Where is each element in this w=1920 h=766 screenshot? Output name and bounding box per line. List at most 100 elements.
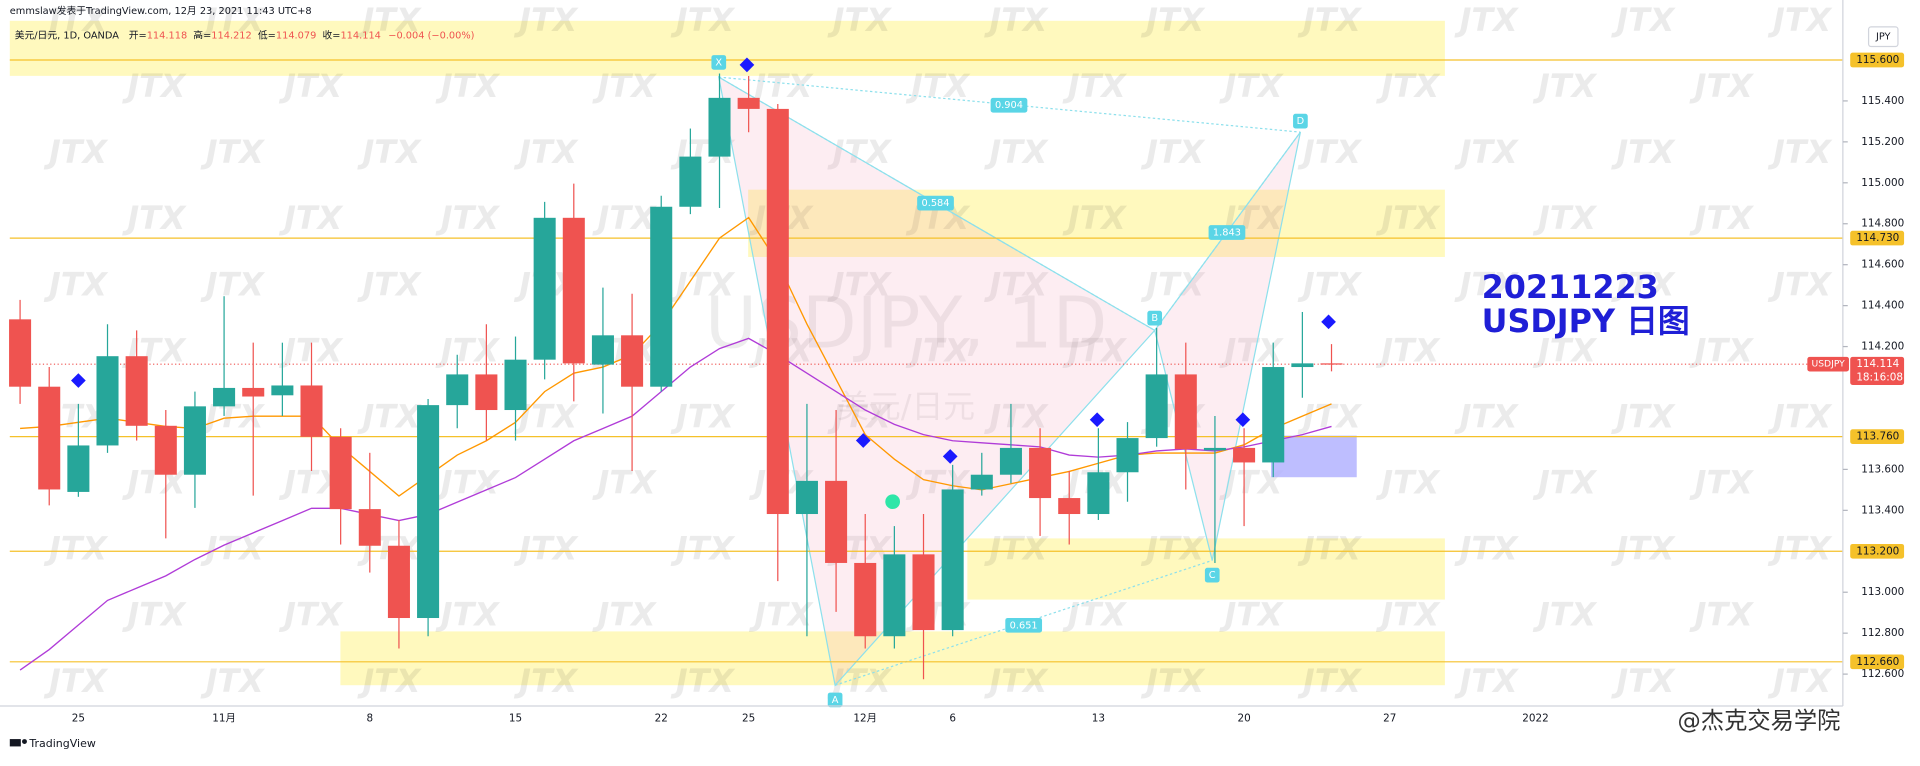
ohlc-key: 高= (193, 28, 211, 41)
watermark-logo: JTX (435, 67, 501, 105)
y-tick-label: 113.400 (1861, 504, 1904, 516)
author-watermark: @杰克交易学院 (1678, 707, 1841, 734)
ratio-box (990, 97, 1028, 113)
watermark-logo: JTX (356, 662, 422, 700)
candle-body (387, 545, 410, 619)
watermark-logo: JTX (200, 265, 266, 303)
currency[interactable]: JPY (1875, 32, 1891, 43)
candle-body (1116, 438, 1139, 473)
candle-body (941, 489, 964, 631)
watermark-logo: JTX (1454, 1, 1520, 39)
candle-body (475, 374, 498, 411)
watermark-logo: JTX (1689, 67, 1755, 105)
watermark-logo: JTX (670, 265, 736, 303)
watermark-logo: JTX (827, 265, 893, 303)
watermark-logo: JTX (1689, 199, 1755, 237)
level-label: 113.200 (1856, 545, 1899, 557)
watermark-logo: JTX (356, 133, 422, 171)
brand-icon (22, 739, 27, 744)
watermark-logo: JTX (592, 596, 658, 634)
watermark-logo: JTX (43, 662, 109, 700)
ohlc-key: 收= (322, 28, 340, 41)
watermark-logo: JTX (983, 662, 1049, 700)
last-price-label: 114.114 (1856, 358, 1899, 370)
watermark-logo: JTX (1297, 265, 1363, 303)
watermark-logo: JTX (200, 133, 266, 171)
level-label: 112.660 (1856, 656, 1899, 668)
pattern-point: A (832, 695, 839, 706)
candle-body (242, 387, 265, 397)
y-tick-label: 114.800 (1861, 218, 1904, 230)
x-tick-label: 25 (72, 712, 85, 724)
change: −0.004 (−0.00%) (388, 30, 474, 41)
candle-body (825, 480, 848, 563)
watermark-logo: JTX (121, 464, 187, 502)
moving-average (19, 337, 1332, 671)
watermark-logo: JTX (983, 530, 1049, 568)
x-tick-label: 25 (742, 712, 755, 724)
watermark-logo: JTX (278, 596, 344, 634)
watermark-logo: JTX (1689, 596, 1755, 634)
candle-body (1058, 498, 1081, 515)
brand-name: TradingView (28, 737, 95, 750)
watermark-logo: JTX (1454, 530, 1520, 568)
candle-body (708, 97, 731, 157)
watermark-logo: JTX (1610, 265, 1676, 303)
watermark-logo: JTX (278, 331, 344, 369)
watermark-logo: JTX (1140, 265, 1206, 303)
ohlc-value: 114.118 (147, 30, 187, 41)
zone (340, 631, 1445, 686)
diamond-marker (855, 433, 871, 448)
watermark-logo: JTX (983, 397, 1049, 435)
candle-body (591, 335, 614, 365)
watermark-logo: JTX (1767, 265, 1833, 303)
circle-marker (885, 494, 900, 510)
level-tag (1850, 52, 1905, 68)
watermark-logo: JTX (1062, 596, 1128, 634)
candle-body (67, 445, 90, 492)
candle-body (38, 386, 61, 490)
watermark-logo: JTX (1454, 397, 1520, 435)
watermark-logo: JTX (200, 1, 266, 39)
candle-body (737, 97, 760, 109)
x-tick-label: 27 (1383, 712, 1396, 724)
watermark-logo: JTX (1767, 1, 1833, 39)
diamond-marker (1235, 412, 1251, 428)
watermark-logo: JTX (827, 133, 893, 171)
watermark-logo: JTX (1140, 530, 1206, 568)
x-axis: 25 11月 8 15 22 25 12月 6 13 20 27 2022 (72, 712, 1549, 724)
watermark-logo: JTX (1062, 331, 1128, 369)
ratio-box (1208, 225, 1246, 240)
zone (748, 189, 1445, 257)
watermark-logo: JTX (1610, 397, 1676, 435)
x-tick-label: 20 (1237, 712, 1250, 724)
y-tick-label: 113.600 (1861, 463, 1904, 475)
watermark-logo: JTX (827, 397, 893, 435)
y-tick-label: 113.000 (1861, 586, 1904, 598)
watermark-logo: JTX (1767, 397, 1833, 435)
pattern-leg (718, 76, 1301, 133)
currency-button[interactable] (1867, 26, 1899, 48)
watermark-logo: JTX (121, 596, 187, 634)
zone (9, 20, 1445, 76)
candle-body (883, 554, 906, 637)
watermark-logo: JTX (1532, 67, 1598, 105)
y-axis: 112.600 112.800 113.000 113.400 113.600 114.2… (1842, 52, 1905, 680)
ratio-label: 0.904 (995, 100, 1023, 111)
zones (9, 20, 1445, 686)
watermark-logo: JTX (1375, 67, 1441, 105)
watermark-logo: JTX (1689, 331, 1755, 369)
watermark-logo: JTX (1297, 662, 1363, 700)
watermark-logo: JTX (1610, 530, 1676, 568)
watermark-logo: JTX (1375, 331, 1441, 369)
pattern-point-box (1147, 310, 1163, 326)
brand-icon (9, 739, 21, 747)
pattern-point-box (827, 692, 843, 708)
candle-body (1262, 367, 1285, 463)
watermark-logo: JTX (43, 265, 109, 303)
watermark-logo: JTX (278, 199, 344, 237)
y-tick-label: 114.600 (1861, 259, 1904, 271)
watermark-logo: JTX (435, 199, 501, 237)
diamond-marker (71, 373, 86, 388)
